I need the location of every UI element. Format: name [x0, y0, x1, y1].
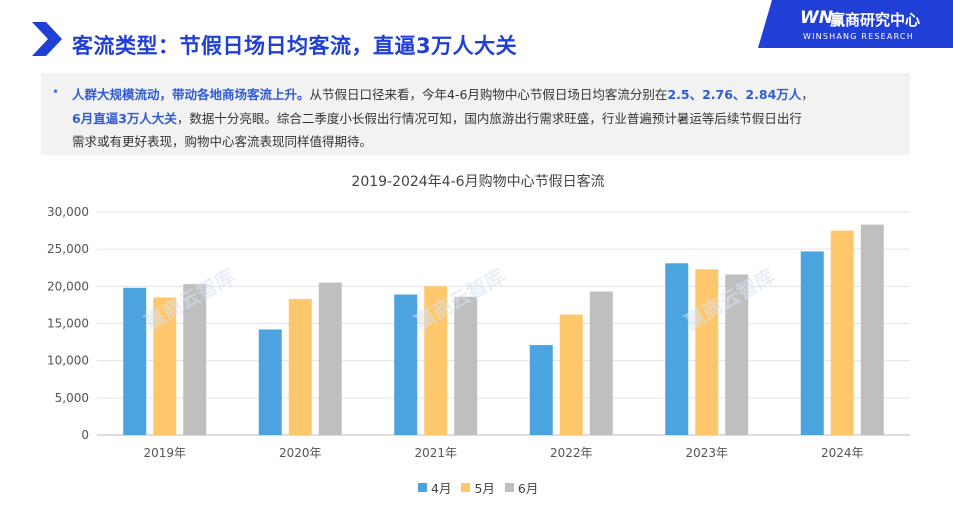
chart-legend: 4月 5月 6月: [418, 478, 538, 497]
logo-badge: [758, 0, 953, 48]
x-tick-label: 2020年: [279, 446, 322, 460]
y-tick-label: 0: [81, 428, 89, 442]
legend-item: 6月: [504, 478, 539, 497]
note-text-1: 从节假日口径来看，今年4-6月购物中心节假日场日均客流分别在: [309, 87, 668, 102]
y-tick-label: 20,000: [47, 279, 89, 293]
note-values: 2.5、2.76、2.84万人: [667, 87, 802, 102]
bullet-icon: •: [52, 85, 60, 99]
bar-2020年-5月: [288, 298, 312, 435]
note-highlight-2: 6月直逼3万人大关: [72, 111, 177, 126]
bar-2021年-4月: [394, 294, 418, 435]
bar-2020年-4月: [258, 329, 282, 435]
note-box: [41, 73, 910, 155]
header: 客流类型：节假日场日均客流，直逼3万人大关: [0, 0, 953, 70]
bar-2021年-5月: [424, 286, 448, 435]
bar-2019年-4月: [123, 287, 147, 435]
legend-item: 4月: [418, 478, 451, 497]
x-tick-label: 2024年: [821, 446, 864, 460]
legend-swatch: [504, 483, 514, 492]
bar-2019年-5月: [153, 297, 177, 435]
bar-2024年-6月: [860, 224, 884, 435]
chevron-icon: [32, 22, 62, 56]
note-highlight-1: 人群大规模流动，带动各地商场客流上升。: [72, 87, 310, 102]
x-tick-label: 2023年: [685, 446, 728, 460]
bar-2022年-4月: [529, 345, 553, 435]
note-line-1: 人群大规模流动，带动各地商场客流上升。从节假日口径来看，今年4-6月购物中心节假…: [72, 84, 814, 103]
legend-label: 4月: [431, 481, 452, 496]
logo-mark: WN: [800, 8, 833, 28]
x-tick-label: 2022年: [550, 446, 593, 460]
y-tick-label: 5,000: [55, 391, 89, 405]
legend-swatch: [418, 483, 427, 492]
y-tick-label: 25,000: [47, 242, 89, 256]
bar-2023年-6月: [725, 274, 749, 435]
y-tick-label: 15,000: [47, 317, 89, 331]
y-tick-label: 10,000: [47, 354, 89, 368]
bar-2024年-5月: [830, 230, 854, 435]
legend-item: 5月: [461, 478, 495, 497]
bar-2019年-6月: [183, 284, 207, 435]
x-tick-label: 2019年: [143, 446, 186, 460]
chart-title: 2019-2024年4-6月购物中心节假日客流: [351, 173, 604, 190]
legend-label: 5月: [474, 481, 495, 496]
legend-swatch: [461, 483, 471, 492]
note-line-2: 6月直逼3万人大关，数据十分亮眼。综合二季度小长假出行情况可知，国内旅游出行需求…: [72, 108, 802, 127]
bar-2022年-6月: [589, 291, 613, 435]
note-line-3: 需求或有更好表现，购物中心客流表现同样值得期待。: [72, 131, 372, 150]
logo-name: 赢商研究中心: [830, 11, 921, 29]
page-title: 客流类型：节假日场日均客流，直逼3万人大关: [72, 34, 518, 58]
note-text-2: ，数据十分亮眼。综合二季度小长假出行情况可知，国内旅游出行需求旺盛，行业普遍预计…: [176, 111, 802, 126]
bar-2020年-6月: [318, 282, 342, 435]
note-text-3: 需求或有更好表现，购物中心客流表现同样值得期待。: [72, 134, 373, 149]
bar-2024年-4月: [800, 251, 824, 435]
note-end-1: ，: [801, 87, 814, 102]
logo-subtitle: WINSHANG RESEARCH: [803, 32, 914, 41]
y-tick-label: 30,000: [47, 205, 89, 219]
bar-2023年-5月: [695, 269, 719, 435]
legend-label: 6月: [517, 481, 539, 496]
bar-2022年-5月: [559, 314, 583, 435]
bar-2021年-6月: [454, 296, 478, 435]
x-tick-label: 2021年: [414, 446, 457, 460]
bar-2023年-4月: [665, 263, 689, 435]
